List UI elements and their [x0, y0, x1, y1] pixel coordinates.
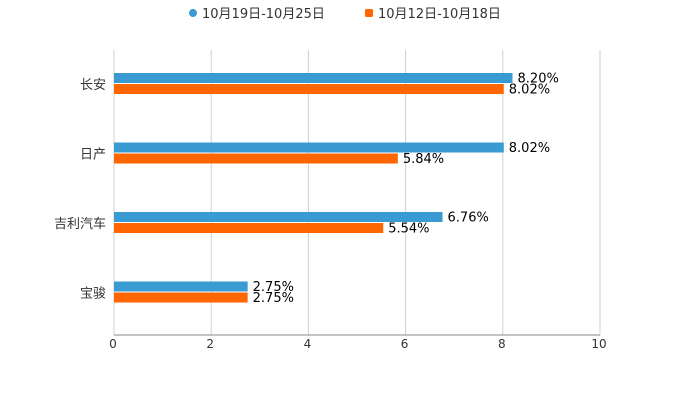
- bar-s0-0: [114, 73, 513, 83]
- data-label: 5.54%: [388, 222, 429, 237]
- bar-s0-2: [114, 212, 443, 222]
- bar-s0-1: [114, 142, 504, 153]
- legend-marker-1: [365, 9, 373, 17]
- legend-label-1: 10月12日-10月18日: [378, 7, 501, 22]
- legend-label-0: 10月19日-10月25日: [202, 7, 325, 22]
- x-tick-label: 2: [206, 337, 214, 351]
- x-tick-label: 4: [304, 337, 312, 351]
- data-label: 8.02%: [509, 83, 550, 98]
- x-tick-label: 8: [498, 337, 506, 351]
- x-tick-label: 10: [591, 337, 606, 351]
- legend-marker-0: [189, 9, 197, 17]
- bar-s1-0: [114, 84, 504, 94]
- bar-s1-3: [114, 292, 248, 303]
- data-labels: 8.20%8.02%8.02%5.84%6.76%5.54%2.75%2.75%: [253, 72, 559, 307]
- data-label: 2.75%: [253, 291, 294, 306]
- bar-s1-1: [114, 153, 398, 164]
- x-tick-label: 6: [401, 337, 409, 351]
- x-tick-label: 0: [109, 337, 117, 351]
- bar-s0-3: [114, 281, 248, 292]
- bars: [114, 73, 513, 303]
- data-label: 8.20%: [518, 72, 559, 87]
- category-label: 吉利汽车: [54, 216, 106, 232]
- category-label: 长安: [80, 78, 106, 93]
- category-label: 宝骏: [80, 287, 106, 302]
- category-label: 日产: [80, 148, 106, 163]
- bar-s1-2: [114, 223, 384, 233]
- data-label: 5.84%: [403, 152, 444, 167]
- legend: 10月19日-10月25日 10月12日-10月18日: [189, 7, 501, 22]
- data-label: 6.76%: [448, 211, 489, 226]
- data-label: 2.75%: [253, 280, 294, 295]
- data-label: 8.02%: [509, 141, 550, 156]
